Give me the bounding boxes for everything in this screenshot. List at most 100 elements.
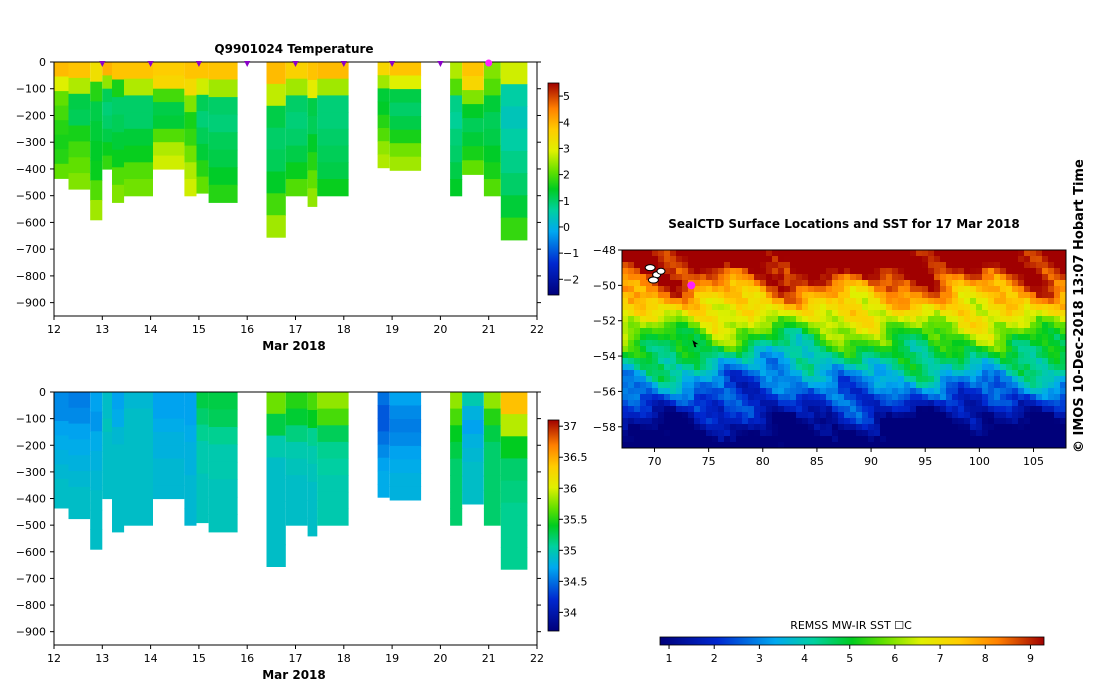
- sst-cell: [772, 286, 779, 293]
- sst-colorbar-tick-label: 2: [711, 652, 718, 665]
- sst-cell: [664, 340, 671, 347]
- sst-cell: [748, 262, 755, 269]
- sst-cell: [910, 310, 917, 317]
- profile-cell: [389, 75, 422, 90]
- sst-cell: [928, 298, 935, 305]
- sst-cell: [976, 322, 983, 329]
- sst-cell: [946, 382, 953, 389]
- sst-cell: [742, 316, 749, 323]
- sst-cell: [982, 262, 989, 269]
- sst-cell: [640, 340, 647, 347]
- sst-cell: [766, 370, 773, 377]
- sst-cell: [772, 292, 779, 299]
- sst-cell: [994, 358, 1001, 365]
- profile-cell: [68, 77, 91, 95]
- sst-cell: [1060, 364, 1066, 371]
- sst-cell: [880, 388, 887, 395]
- sst-cell: [940, 286, 947, 293]
- sst-cell: [670, 376, 677, 383]
- sst-cell: [856, 316, 863, 323]
- sst-cell: [718, 412, 725, 419]
- profile-cell: [266, 435, 286, 458]
- sst-cell: [940, 280, 947, 287]
- profile-cell: [54, 62, 69, 78]
- sst-cell: [772, 316, 779, 323]
- colorbar-tick-label: 34.5: [563, 575, 588, 588]
- sst-cell: [700, 352, 707, 359]
- profile-cell: [54, 149, 69, 165]
- sst-cell: [940, 256, 947, 263]
- sst-cell: [700, 274, 707, 281]
- y-tick-label: −200: [16, 109, 46, 122]
- sst-cell: [1054, 286, 1061, 293]
- sst-cell: [892, 346, 899, 353]
- sst-cell: [682, 436, 689, 443]
- sst-cell: [934, 382, 941, 389]
- profile-column: [307, 392, 318, 537]
- sst-cell: [754, 250, 761, 257]
- sst-cell: [958, 262, 965, 269]
- x-tick-label: 20: [433, 323, 447, 336]
- sst-cell: [1000, 370, 1007, 377]
- profile-marker: [244, 61, 251, 67]
- sst-cell: [1000, 388, 1007, 395]
- sst-cell: [928, 310, 935, 317]
- sst-cell: [988, 394, 995, 401]
- sst-cell: [862, 352, 869, 359]
- sst-map-axes: 70 75 80 85 90 95 100 105−48−50−52−54−56−58: [593, 244, 1044, 468]
- sst-cell: [892, 262, 899, 269]
- sst-cell: [1048, 418, 1055, 425]
- sst-cell: [1048, 370, 1055, 377]
- sst-cell: [730, 286, 737, 293]
- sst-cell: [934, 256, 941, 263]
- profile-cell: [208, 62, 238, 81]
- sst-cell: [838, 364, 845, 371]
- profile-cell: [90, 509, 103, 530]
- sst-cell: [676, 376, 683, 383]
- sst-cell: [910, 334, 917, 341]
- sst-cell: [748, 370, 755, 377]
- sst-cell: [700, 412, 707, 419]
- sst-cell: [796, 340, 803, 347]
- sst-cell: [862, 340, 869, 347]
- sst-cell: [1006, 262, 1013, 269]
- sst-cell: [784, 442, 791, 448]
- sst-cell: [922, 370, 929, 377]
- sst-cell: [718, 322, 725, 329]
- sst-cell: [934, 436, 941, 443]
- sst-cell: [988, 286, 995, 293]
- sst-cell: [826, 400, 833, 407]
- sst-cell: [964, 334, 971, 341]
- profile-cell: [184, 179, 197, 197]
- sst-cell: [1036, 346, 1043, 353]
- sst-cell: [640, 358, 647, 365]
- sst-cell: [1048, 328, 1055, 335]
- sst-cell: [772, 274, 779, 281]
- sst-cell: [748, 298, 755, 305]
- map-y-tick-label: −48: [593, 244, 616, 257]
- sst-cell: [736, 430, 743, 437]
- sst-cell: [910, 340, 917, 347]
- sst-cell: [994, 328, 1001, 335]
- sst-cell: [892, 394, 899, 401]
- sst-cell: [628, 340, 635, 347]
- profile-cell: [124, 508, 153, 526]
- sst-cell: [970, 334, 977, 341]
- colorbar-tick-label: 34: [563, 606, 577, 619]
- sst-cell: [760, 280, 767, 287]
- sst-cell: [994, 286, 1001, 293]
- sst-cell: [1054, 436, 1061, 443]
- sst-cell: [778, 370, 785, 377]
- sst-cell: [694, 406, 701, 413]
- sst-cell: [826, 268, 833, 275]
- sst-cell: [760, 352, 767, 359]
- sst-cell: [670, 316, 677, 323]
- sst-cell: [706, 370, 713, 377]
- sst-cell: [766, 376, 773, 383]
- sst-cell: [886, 424, 893, 431]
- sst-cell: [664, 268, 671, 275]
- profile-cell: [184, 408, 197, 426]
- sst-cell: [982, 436, 989, 443]
- sst-cell: [880, 256, 887, 263]
- sst-cell: [862, 418, 869, 425]
